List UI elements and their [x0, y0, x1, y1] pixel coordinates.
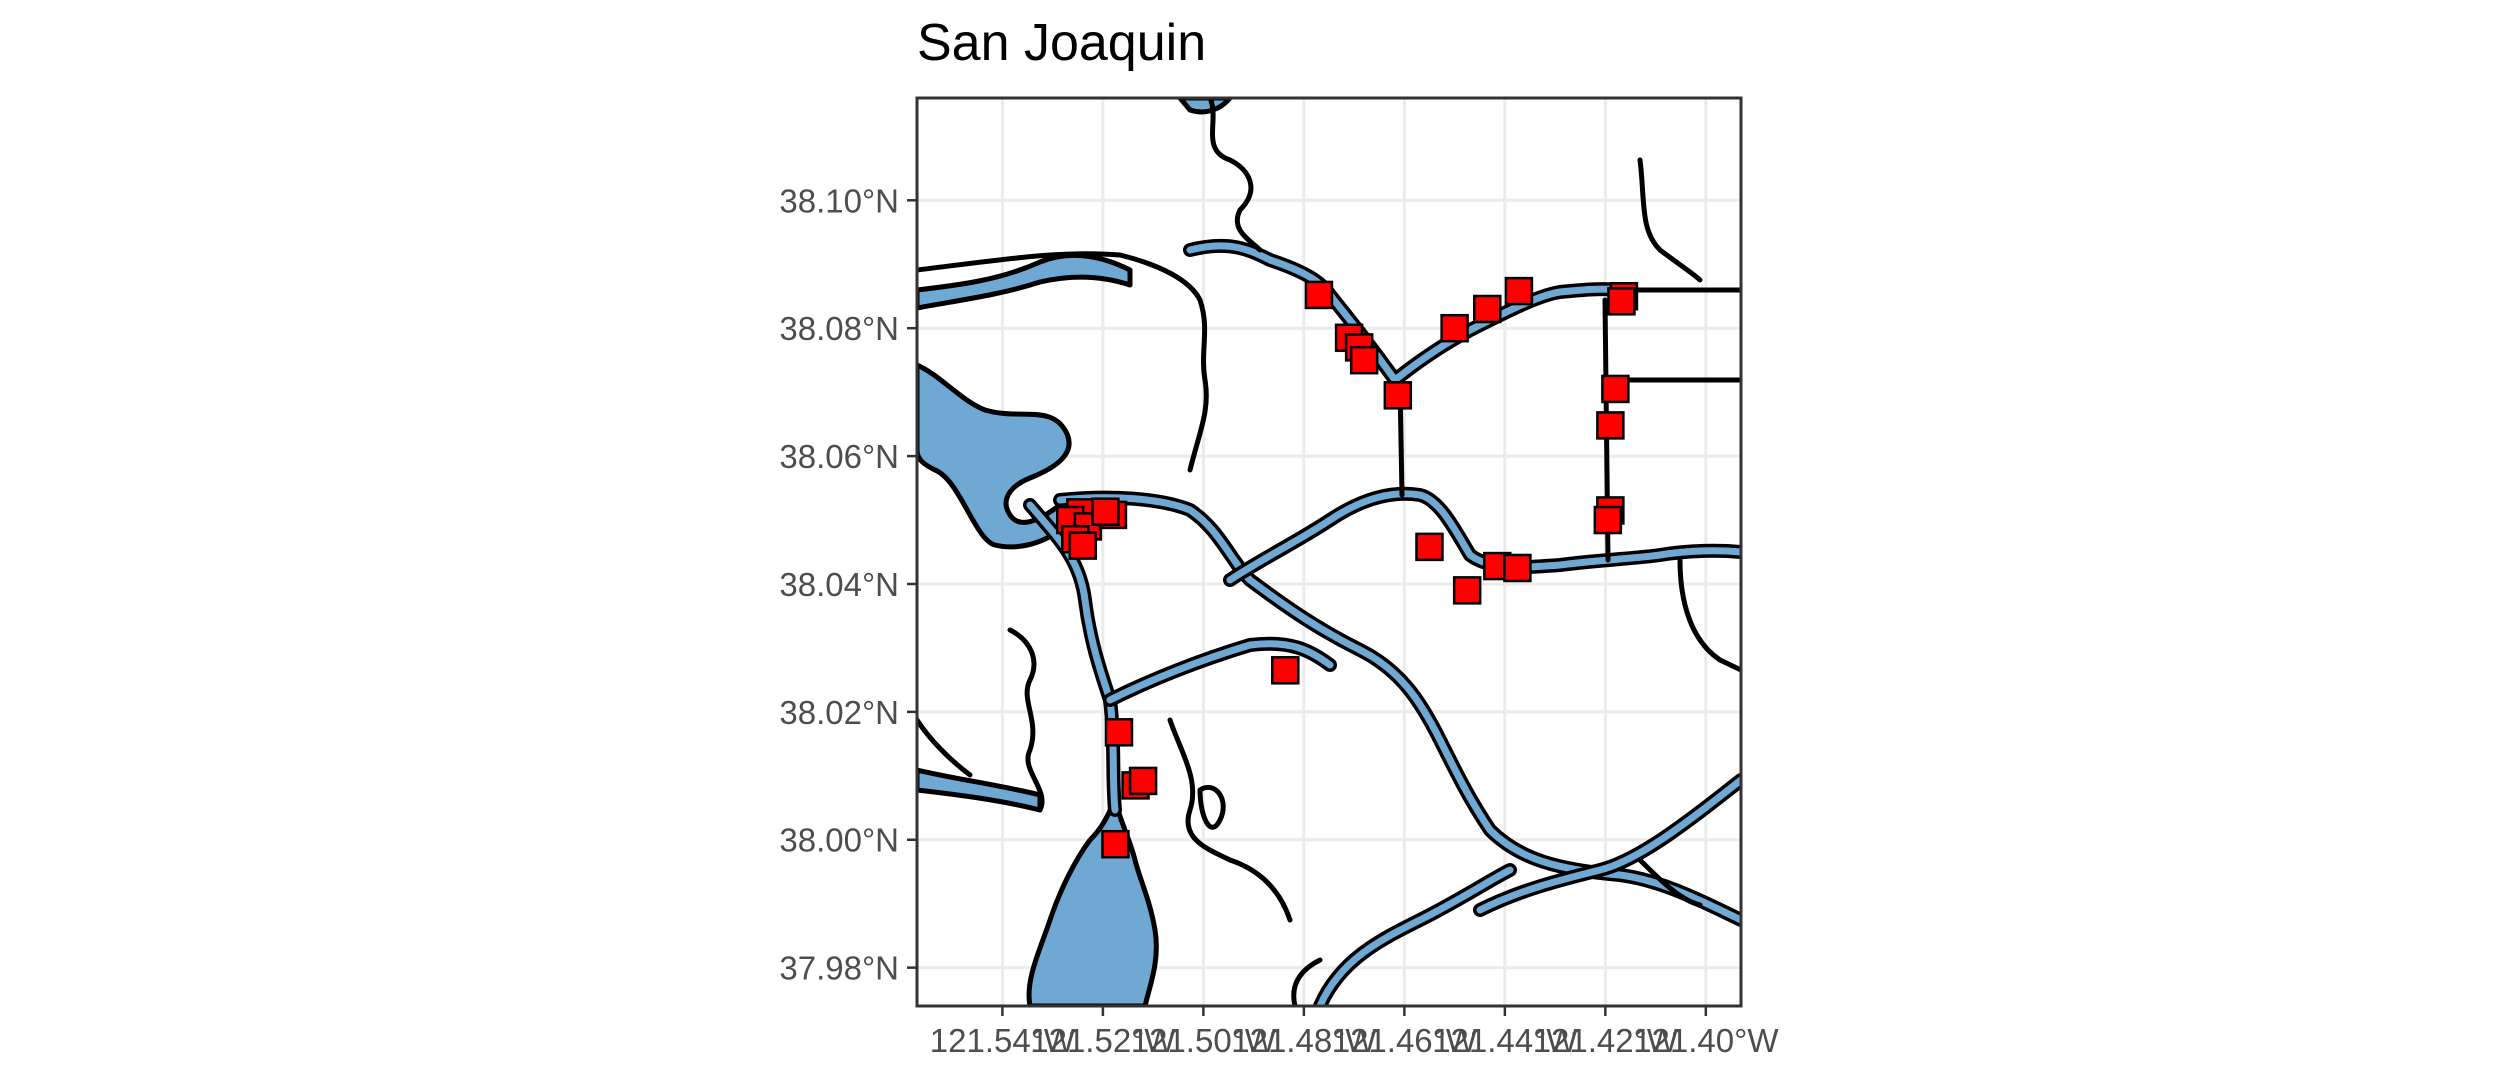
site-marker: [1503, 553, 1532, 583]
y-tick-label: 37.98°N: [779, 950, 899, 987]
x-tick-label: 121.52°W: [1030, 1022, 1176, 1059]
panel-border: [915, 96, 1743, 1008]
site-marker: [1593, 505, 1623, 535]
y-tick-label: 38.02°N: [779, 694, 899, 731]
site-marker: [1607, 287, 1636, 316]
y-tick-label: 38.00°N: [779, 822, 899, 859]
site-marker: [1596, 411, 1625, 440]
site-marker: [1452, 576, 1482, 605]
site-marker: [1091, 497, 1120, 526]
y-tick-label: 38.10°N: [779, 182, 899, 219]
x-axis: 121.54°W121.52°W121.50°W121.48°W121.46°W…: [930, 1006, 1779, 1059]
water-body-sw: [917, 767, 1043, 813]
water-body-nw: [917, 252, 1133, 311]
x-tick-label: 121.48°W: [1231, 1022, 1377, 1059]
y-tick-label: 38.08°N: [779, 310, 899, 347]
site-marker: [1128, 766, 1158, 796]
x-tick-label: 121.50°W: [1131, 1022, 1277, 1059]
site-markers: [1055, 276, 1639, 859]
river-network: [1023, 238, 1741, 1006]
site-marker: [1349, 345, 1379, 375]
map-panel: [917, 98, 1741, 1006]
y-tick-label: 38.06°N: [779, 438, 899, 475]
site-marker: [1383, 381, 1413, 410]
x-tick-label: 121.54°W: [930, 1022, 1076, 1059]
site-marker: [1601, 374, 1630, 404]
x-tick-label: 121.42°W: [1533, 1022, 1679, 1059]
water-body-north: [1177, 98, 1233, 115]
water-body-west-bay: [917, 362, 1072, 550]
site-marker: [1304, 280, 1334, 310]
site-marker: [1504, 276, 1534, 306]
site-marker: [1101, 829, 1130, 859]
y-axis: 37.98°N 38.00°N 38.02°N 38.04°N 38.06°N 38.08…: [779, 182, 917, 987]
y-tick-label: 38.04°N: [779, 566, 899, 603]
site-marker: [1415, 532, 1444, 562]
site-marker: [1068, 531, 1098, 560]
map-title: San Joaquin: [917, 14, 1206, 72]
site-marker: [1271, 656, 1300, 685]
water-body-south-channel: [1026, 797, 1159, 1006]
site-marker: [1440, 313, 1469, 343]
site-marker: [1104, 718, 1134, 747]
x-tick-label: 121.44°W: [1432, 1022, 1578, 1059]
site-marker: [1473, 294, 1502, 324]
x-tick-label: 121.40°W: [1633, 1022, 1779, 1059]
x-tick-label: 121.46°W: [1332, 1022, 1478, 1059]
